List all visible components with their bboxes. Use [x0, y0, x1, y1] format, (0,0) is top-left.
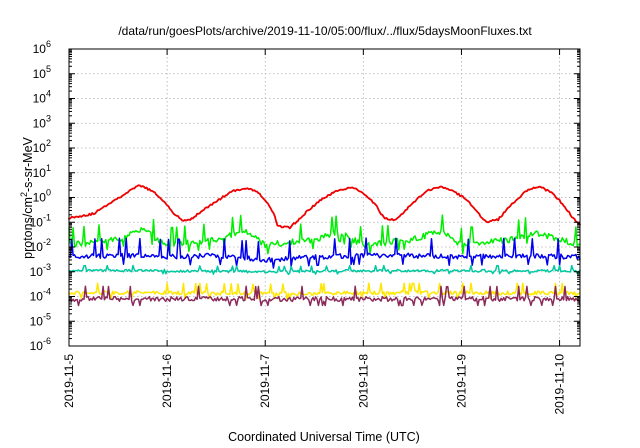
series-line-3	[68, 237, 581, 269]
x-tick-label: 2019-11-7	[258, 354, 272, 408]
y-tick-label: 104	[33, 89, 51, 106]
y-tick-label-base: 10	[30, 215, 44, 229]
y-tick-label-base: 10	[30, 314, 44, 328]
y-tick-label-exponent: -1	[43, 212, 51, 222]
y-tick-label: 103	[33, 113, 51, 130]
x-axis-tick-labels: 2019-11-5 2019-11-6 2019-11-7 2019-11-8 2019…	[62, 354, 567, 415]
y-tick-label-base: 10	[33, 191, 47, 205]
y-tick-label: 10-6	[30, 336, 51, 353]
y-tick-label-exponent: -6	[43, 336, 51, 346]
y-tick-label-exponent: -5	[43, 311, 51, 321]
y-tick-label-exponent: 5	[46, 64, 51, 74]
y-axis-tick-labels: 10-610-510-410-310-210-11001011021031041…	[30, 39, 51, 353]
x-tick-label: 2019-11-8	[356, 354, 370, 408]
y-tick-label-exponent: 2	[46, 138, 51, 148]
y-tick-label: 10-2	[30, 237, 51, 254]
y-tick-label: 10-1	[30, 212, 51, 229]
plot-area	[68, 184, 581, 307]
y-tick-label-exponent: 6	[46, 39, 51, 49]
y-axis-label-main: protons/cm	[21, 197, 35, 259]
series-line-1	[68, 184, 581, 230]
y-tick-label-exponent: 1	[46, 163, 51, 173]
y-tick-label: 100	[33, 188, 51, 205]
y-tick-label-base: 10	[30, 290, 44, 304]
y-tick-label: 102	[33, 138, 51, 155]
axis-ticks	[68, 48, 580, 347]
series-line-4	[68, 264, 581, 276]
x-tick-label: 2019-11-6	[160, 354, 174, 408]
y-tick-label-base: 10	[33, 67, 47, 81]
x-tick-label: 2019-11-5	[62, 354, 76, 408]
y-tick-label: 10-5	[30, 311, 51, 328]
y-tick-label: 101	[33, 163, 51, 180]
series-line-5	[68, 282, 581, 300]
y-tick-label-base: 10	[30, 240, 44, 254]
y-tick-label-base: 10	[33, 92, 47, 106]
series-line-2	[68, 214, 581, 255]
y-tick-label-exponent: -4	[43, 287, 51, 297]
y-tick-label-base: 10	[30, 339, 44, 353]
x-axis-label: Coordinated Universal Time (UTC)	[228, 430, 420, 444]
y-tick-label-exponent: -2	[43, 237, 51, 247]
y-tick-label-base: 10	[33, 166, 47, 180]
y-tick-label-exponent: 0	[46, 188, 51, 198]
x-tick-label: 2019-11-10	[553, 354, 567, 415]
y-axis-label-rest: -s-sr-MeV	[21, 136, 35, 192]
grid	[69, 49, 580, 346]
y-tick-label: 10-3	[30, 262, 51, 279]
y-axis-label-exponent: 2	[19, 192, 29, 197]
y-tick-label: 10-4	[30, 287, 51, 304]
x-tick-label: 2019-11-9	[454, 354, 468, 408]
y-tick-label-base: 10	[30, 265, 44, 279]
y-tick-label-exponent: -3	[43, 262, 51, 272]
chart-title: /data/run/goesPlots/archive/2019-11-10/0…	[118, 24, 532, 38]
y-tick-label-exponent: 4	[46, 89, 51, 99]
y-tick-label-exponent: 3	[46, 113, 51, 123]
y-tick-label: 106	[33, 39, 51, 56]
y-tick-label-base: 10	[33, 141, 47, 155]
series-line-6	[68, 285, 581, 307]
y-tick-label: 105	[33, 64, 51, 81]
y-tick-label-base: 10	[33, 42, 47, 56]
y-axis-label: protons/cm2-s-sr-MeV	[19, 136, 35, 258]
y-tick-label-base: 10	[33, 116, 47, 130]
